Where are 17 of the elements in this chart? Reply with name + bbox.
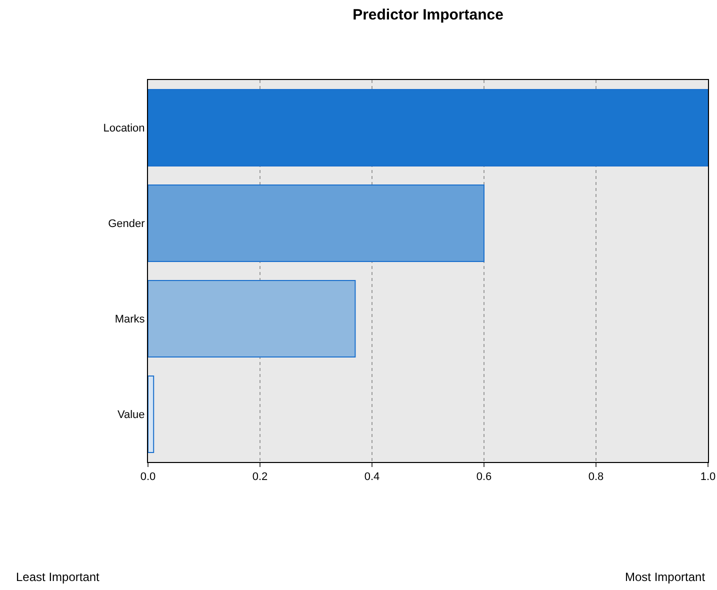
y-tick-label: Location bbox=[103, 122, 145, 135]
x-tick-label: 1.0 bbox=[700, 471, 716, 484]
x-tick-label: 0.8 bbox=[588, 471, 604, 484]
bar bbox=[148, 376, 154, 453]
x-tick-label: 0.2 bbox=[252, 471, 268, 484]
x-tick-label: 0.4 bbox=[364, 471, 380, 484]
chart-title: Predictor Importance bbox=[352, 6, 504, 24]
bar bbox=[148, 280, 356, 358]
text: Least Important bbox=[16, 570, 100, 584]
text: Most Important bbox=[625, 570, 706, 584]
y-tick-label: Marks bbox=[114, 314, 146, 326]
bar bbox=[148, 184, 484, 262]
y-tick-label: Value bbox=[117, 409, 145, 422]
bar bbox=[148, 89, 708, 166]
x-tick-label: 0.0 bbox=[140, 471, 156, 484]
y-tick-label: Gender bbox=[108, 218, 146, 230]
x-tick-label: 0.6 bbox=[476, 471, 492, 484]
